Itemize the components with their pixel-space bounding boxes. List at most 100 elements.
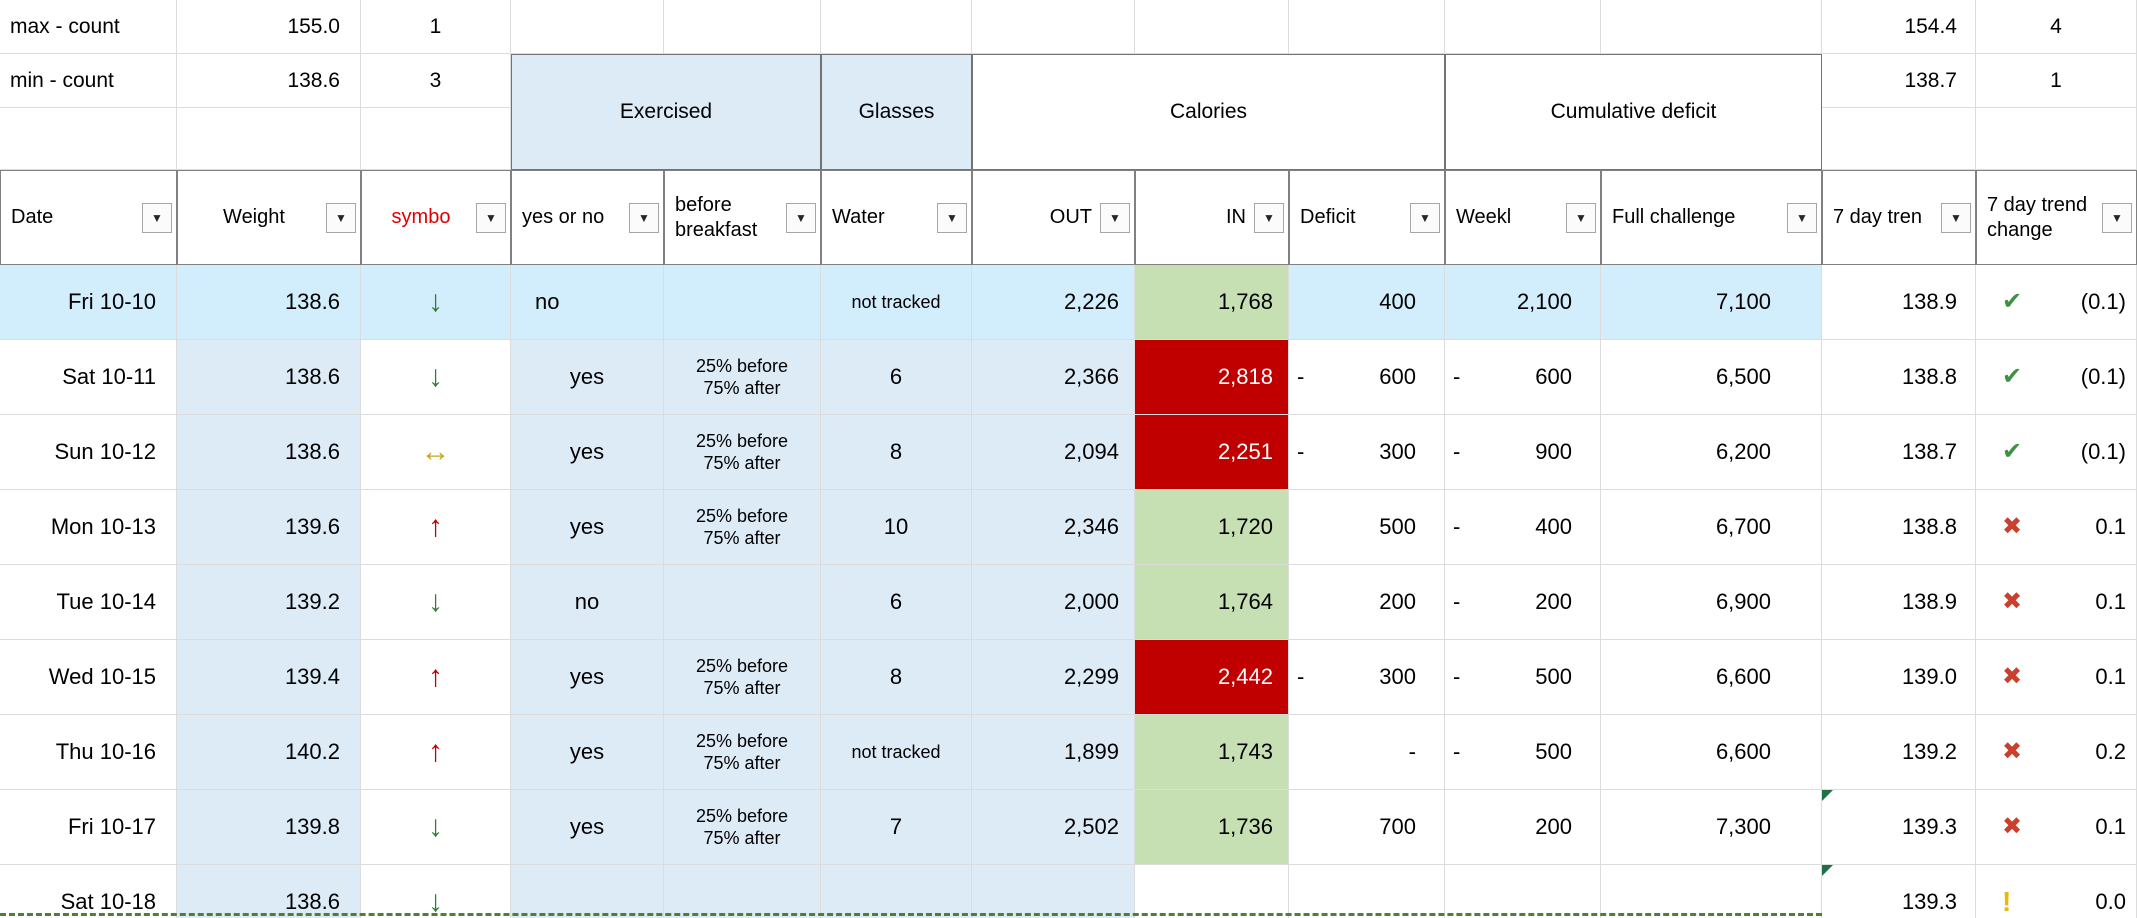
- stat-max-label[interactable]: max - count: [0, 0, 177, 54]
- cell-calories-out[interactable]: 2,366: [972, 340, 1135, 415]
- cell-symbol[interactable]: ↓: [361, 565, 511, 640]
- group-header-cumulative-deficit[interactable]: Cumulative deficit: [1445, 54, 1822, 170]
- cell-weight[interactable]: 139.8: [177, 790, 361, 865]
- cell-before-breakfast[interactable]: 25% before 75% after: [664, 340, 821, 415]
- cell-date[interactable]: Fri 10-17: [0, 790, 177, 865]
- cell-empty[interactable]: [1822, 108, 1976, 170]
- cell-water-glasses[interactable]: not tracked: [821, 265, 972, 340]
- cell-weekly-deficit[interactable]: - 200: [1445, 565, 1601, 640]
- cell-trend-change[interactable]: ✖ 0.1: [1976, 565, 2137, 640]
- cell-before-breakfast[interactable]: 25% before 75% after: [664, 790, 821, 865]
- stat-min-label[interactable]: min - count: [0, 54, 177, 108]
- cell-calories-out[interactable]: 2,000: [972, 565, 1135, 640]
- filter-button-before-breakfast[interactable]: ▼: [786, 202, 816, 233]
- stat-max-trend-count[interactable]: 4: [1976, 0, 2137, 54]
- cell-calories-in[interactable]: 1,743: [1135, 715, 1289, 790]
- cell-exercised-yes-no[interactable]: yes: [511, 640, 664, 715]
- cell-calories-in[interactable]: 1,720: [1135, 490, 1289, 565]
- filter-button-date[interactable]: ▼: [142, 202, 172, 233]
- cell-calories-in[interactable]: 2,818: [1135, 340, 1289, 415]
- cell-calories-in[interactable]: 1,736: [1135, 790, 1289, 865]
- cell-full-challenge[interactable]: 7,100: [1601, 265, 1822, 340]
- cell-trend-change[interactable]: ✖ 0.1: [1976, 490, 2137, 565]
- cell-date[interactable]: Sun 10-12: [0, 415, 177, 490]
- cell-water-glasses[interactable]: 10: [821, 490, 972, 565]
- cell-weekly-deficit[interactable]: - 500: [1445, 640, 1601, 715]
- cell-exercised-yes-no[interactable]: no: [511, 565, 664, 640]
- stat-max-trend[interactable]: 154.4: [1822, 0, 1976, 54]
- cell-weight[interactable]: 138.6: [177, 265, 361, 340]
- cell-deficit[interactable]: 500: [1289, 490, 1445, 565]
- column-header-full-challenge[interactable]: Full challenge ▼: [1601, 170, 1822, 265]
- cell-weekly-deficit[interactable]: [1445, 865, 1601, 918]
- cell-date[interactable]: Sat 10-11: [0, 340, 177, 415]
- cell-exercised-yes-no[interactable]: yes: [511, 490, 664, 565]
- cell-exercised-yes-no[interactable]: yes: [511, 415, 664, 490]
- filter-button-7day-trend[interactable]: ▼: [1941, 202, 1971, 233]
- cell-date[interactable]: Sat 10-18: [0, 865, 177, 918]
- cell-date[interactable]: Wed 10-15: [0, 640, 177, 715]
- cell-empty[interactable]: [1601, 0, 1822, 54]
- cell-symbol[interactable]: ↓: [361, 265, 511, 340]
- cell-date[interactable]: Fri 10-10: [0, 265, 177, 340]
- filter-button-weight[interactable]: ▼: [326, 202, 356, 233]
- column-header-weekly[interactable]: Weekl ▼: [1445, 170, 1601, 265]
- filter-button-weekly[interactable]: ▼: [1566, 202, 1596, 233]
- cell-weekly-deficit[interactable]: - 900: [1445, 415, 1601, 490]
- column-header-out[interactable]: OUT ▼: [972, 170, 1135, 265]
- cell-calories-out[interactable]: [972, 865, 1135, 918]
- filter-button-water[interactable]: ▼: [937, 202, 967, 233]
- cell-deficit[interactable]: - 300: [1289, 415, 1445, 490]
- cell-deficit[interactable]: 700: [1289, 790, 1445, 865]
- cell-weight[interactable]: 139.6: [177, 490, 361, 565]
- cell-before-breakfast[interactable]: [664, 265, 821, 340]
- column-header-in[interactable]: IN ▼: [1135, 170, 1289, 265]
- filter-button-out[interactable]: ▼: [1100, 202, 1130, 233]
- cell-weekly-deficit[interactable]: 200: [1445, 790, 1601, 865]
- cell-symbol[interactable]: ↓: [361, 865, 511, 918]
- group-header-exercised[interactable]: Exercised: [511, 54, 821, 170]
- stat-min-trend-count[interactable]: 1: [1976, 54, 2137, 108]
- filter-button-symbol[interactable]: ▼: [476, 202, 506, 233]
- cell-symbol[interactable]: ↑: [361, 490, 511, 565]
- cell-weekly-deficit[interactable]: - 400: [1445, 490, 1601, 565]
- cell-7day-trend[interactable]: 139.3: [1822, 790, 1976, 865]
- cell-deficit[interactable]: [1289, 865, 1445, 918]
- cell-weight[interactable]: 139.4: [177, 640, 361, 715]
- cell-trend-change[interactable]: ✖ 0.2: [1976, 715, 2137, 790]
- cell-weight[interactable]: 138.6: [177, 415, 361, 490]
- cell-empty[interactable]: [177, 108, 361, 170]
- cell-exercised-yes-no[interactable]: no: [511, 265, 664, 340]
- cell-empty[interactable]: [821, 0, 972, 54]
- column-header-7day-trend-change[interactable]: 7 day trend change ▼: [1976, 170, 2137, 265]
- cell-trend-change[interactable]: ✔ (0.1): [1976, 340, 2137, 415]
- cell-before-breakfast[interactable]: 25% before 75% after: [664, 415, 821, 490]
- cell-deficit[interactable]: - 300: [1289, 640, 1445, 715]
- cell-deficit[interactable]: - 600: [1289, 340, 1445, 415]
- cell-before-breakfast[interactable]: 25% before 75% after: [664, 640, 821, 715]
- cell-weight[interactable]: 138.6: [177, 340, 361, 415]
- cell-calories-out[interactable]: 2,346: [972, 490, 1135, 565]
- cell-7day-trend[interactable]: 138.7: [1822, 415, 1976, 490]
- cell-calories-in[interactable]: 2,251: [1135, 415, 1289, 490]
- cell-empty[interactable]: [511, 0, 664, 54]
- cell-symbol[interactable]: ↓: [361, 790, 511, 865]
- cell-empty[interactable]: [1976, 108, 2137, 170]
- cell-calories-out[interactable]: 2,299: [972, 640, 1135, 715]
- cell-weekly-deficit[interactable]: - 600: [1445, 340, 1601, 415]
- cell-before-breakfast[interactable]: 25% before 75% after: [664, 490, 821, 565]
- cell-symbol[interactable]: ↑: [361, 715, 511, 790]
- cell-7day-trend[interactable]: 138.8: [1822, 340, 1976, 415]
- filter-button-deficit[interactable]: ▼: [1410, 202, 1440, 233]
- column-header-yes-or-no[interactable]: yes or no ▼: [511, 170, 664, 265]
- cell-full-challenge[interactable]: 7,300: [1601, 790, 1822, 865]
- cell-date[interactable]: Mon 10-13: [0, 490, 177, 565]
- cell-calories-out[interactable]: 2,502: [972, 790, 1135, 865]
- cell-calories-out[interactable]: 2,094: [972, 415, 1135, 490]
- cell-7day-trend[interactable]: 139.2: [1822, 715, 1976, 790]
- stat-max-count[interactable]: 1: [361, 0, 511, 54]
- cell-exercised-yes-no[interactable]: yes: [511, 340, 664, 415]
- column-header-symbol[interactable]: symbo ▼: [361, 170, 511, 265]
- cell-symbol[interactable]: ↔: [361, 415, 511, 490]
- cell-trend-change[interactable]: ✔ (0.1): [1976, 415, 2137, 490]
